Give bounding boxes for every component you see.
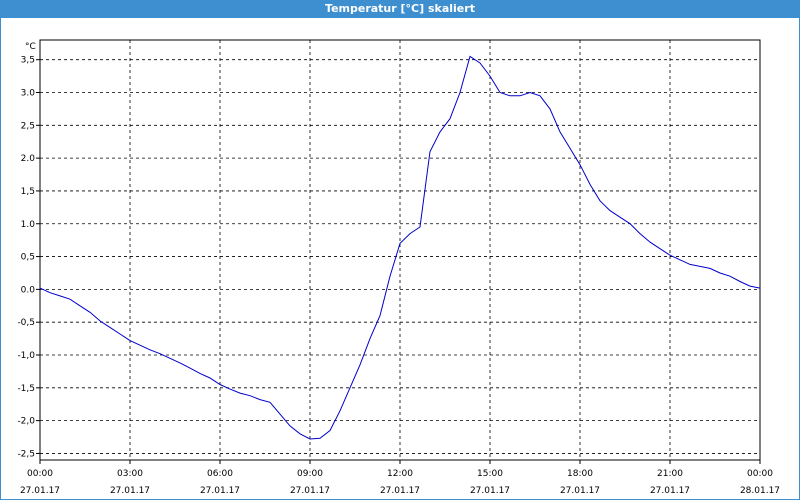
x-tick-time-label: 15:00: [477, 469, 503, 479]
y-tick-label: 1,5: [21, 187, 35, 197]
x-tick-date-label: 27.01.17: [200, 486, 240, 496]
y-tick-label: 1.0: [21, 220, 36, 230]
temperature-line: [39, 55, 761, 440]
y-tick-label: -2,0: [17, 417, 35, 427]
x-tick-time-label: 06:00: [207, 469, 233, 479]
y-tick-label: 2,5: [21, 121, 35, 131]
x-tick-time-label: 00:00: [747, 469, 773, 479]
y-tick-label: -2,5: [17, 449, 35, 459]
x-tick-time-label: 12:00: [387, 469, 413, 479]
grid: [40, 40, 760, 460]
x-tick-time-label: 18:00: [567, 469, 593, 479]
x-tick-time-label: 03:00: [117, 469, 143, 479]
window-title: Temperatur [°C] skaliert: [325, 2, 475, 15]
window-title-bar: [0, 0, 800, 18]
x-tick-date-label: 27.01.17: [20, 486, 60, 496]
x-tick-time-label: 21:00: [657, 469, 683, 479]
y-tick-label: 2.0: [21, 154, 36, 164]
y-tick-label: 0,5: [21, 253, 35, 263]
y-tick-label: -1,5: [17, 384, 35, 394]
x-tick-date-label: 28.01.17: [740, 486, 780, 496]
x-tick-date-label: 27.01.17: [380, 486, 420, 496]
x-tick-date-label: 27.01.17: [650, 486, 690, 496]
x-tick-time-label: 09:00: [297, 469, 323, 479]
y-tick-label: -0,5: [17, 318, 35, 328]
y-axis-unit: °C: [25, 42, 36, 52]
x-tick-date-label: 27.01.17: [560, 486, 600, 496]
y-tick-label: 3,5: [21, 56, 35, 66]
y-tick-label: -1,0: [17, 351, 35, 361]
x-tick-date-label: 27.01.17: [110, 486, 150, 496]
x-tick-time-label: 00:00: [27, 469, 53, 479]
axis-ticks: 3,5 3.0 2,5 2.0 1,5 1.0 0,5 0.0 -0,5 -1,0 -1,5 -2,0…: [17, 56, 780, 496]
y-tick-label: 0.0: [21, 285, 36, 295]
x-tick-date-label: 27.01.17: [290, 486, 330, 496]
y-tick-label: 3.0: [21, 89, 36, 99]
x-tick-date-label: 27.01.17: [470, 486, 510, 496]
